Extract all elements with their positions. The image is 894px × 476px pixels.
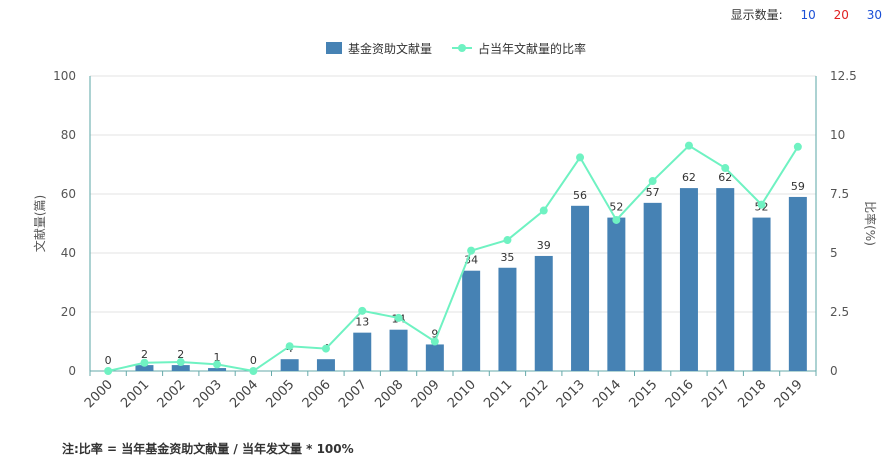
bar-data-label: 57 xyxy=(646,186,660,199)
ratio-point xyxy=(140,358,149,367)
x-tick-label: 2003 xyxy=(191,377,225,411)
display-count-label: 显示数量: xyxy=(730,8,783,22)
bar-data-label: 56 xyxy=(573,189,587,202)
bar xyxy=(171,365,190,371)
x-tick-label: 2001 xyxy=(118,377,152,411)
bar xyxy=(316,359,335,371)
ratio-point xyxy=(757,200,766,209)
legend-bar-label: 基金资助文献量 xyxy=(348,41,432,56)
x-tick-label: 2015 xyxy=(626,377,660,411)
legend-line-marker xyxy=(458,44,466,52)
x-tick-label: 2006 xyxy=(300,377,334,411)
bar xyxy=(571,205,590,371)
x-tick-label: 2007 xyxy=(336,377,370,411)
ratio-point xyxy=(648,177,657,186)
x-tick-label: 2018 xyxy=(735,377,769,411)
y-right-tick-label: 7.5 xyxy=(830,187,849,201)
display-count-selector: 显示数量: 10 20 30 xyxy=(731,6,882,23)
y-right-tick-label: 5 xyxy=(830,246,838,260)
display-count-option-10[interactable]: 10 xyxy=(800,8,816,22)
ratio-point xyxy=(612,215,621,224)
x-tick-label: 2011 xyxy=(481,377,515,411)
ratio-line xyxy=(107,144,799,373)
legend-line-label: 占当年文献量的比率 xyxy=(478,41,586,56)
bar xyxy=(679,188,698,371)
bar xyxy=(498,267,517,371)
ratio-point xyxy=(249,367,258,375)
bar-data-label: 0 xyxy=(105,354,112,367)
y-left-tick-label: 40 xyxy=(61,246,76,260)
ratio-point xyxy=(721,164,730,173)
y-right-tick-label: 10 xyxy=(830,128,845,142)
legend-bar-swatch xyxy=(326,42,342,54)
bar xyxy=(643,202,662,371)
x-tick-label: 2004 xyxy=(227,377,261,411)
bar xyxy=(389,329,408,371)
x-tick-label: 2000 xyxy=(82,377,116,411)
bar-data-label: 52 xyxy=(609,201,623,214)
ratio-point xyxy=(793,142,802,151)
y-left-tick-label: 80 xyxy=(61,128,76,142)
ratio-point xyxy=(684,141,693,150)
ratio-point xyxy=(321,344,330,353)
bar xyxy=(462,270,481,371)
footnote: 注:比率 = 当年基金资助文献量 / 当年发文量 * 100% xyxy=(62,442,354,456)
x-tick-label: 2019 xyxy=(772,377,806,411)
y-right-axis-title: 比率(%) xyxy=(863,201,878,246)
y-left-tick-label: 20 xyxy=(61,305,76,319)
x-tick-label: 2002 xyxy=(155,377,189,411)
y-left-tick-label: 100 xyxy=(53,69,76,83)
bar xyxy=(208,368,227,371)
y-right-tick-label: 2.5 xyxy=(830,305,849,319)
bar xyxy=(135,365,154,371)
bar-data-label: 35 xyxy=(500,251,514,264)
x-tick-label: 2014 xyxy=(590,377,624,411)
x-tick-label: 2017 xyxy=(699,377,733,411)
y-left-tick-label: 60 xyxy=(61,187,76,201)
bar-data-label: 59 xyxy=(791,180,805,193)
ratio-point xyxy=(213,360,222,369)
bar-data-label: 2 xyxy=(177,348,184,361)
bar-data-label: 9 xyxy=(431,327,438,340)
bar xyxy=(425,344,444,371)
display-count-option-20[interactable]: 20 xyxy=(833,8,849,22)
bar-data-label: 62 xyxy=(682,171,696,184)
bar-data-label: 62 xyxy=(718,171,732,184)
ratio-point xyxy=(503,236,512,245)
bar xyxy=(716,188,735,371)
bar-data-label: 0 xyxy=(250,354,257,367)
y-left-axis-title: 文献量(篇) xyxy=(32,195,47,252)
ratio-point xyxy=(430,337,439,346)
ratio-point xyxy=(285,342,294,351)
bar-data-label: 2 xyxy=(141,348,148,361)
bar xyxy=(280,359,299,371)
x-tick-label: 2012 xyxy=(518,377,552,411)
bar xyxy=(534,255,553,371)
ratio-point xyxy=(104,367,113,375)
ratio-point xyxy=(539,206,548,215)
bar xyxy=(788,196,807,371)
bar xyxy=(353,332,372,371)
x-tick-label: 2013 xyxy=(554,377,588,411)
bar xyxy=(752,217,771,371)
bar xyxy=(607,217,626,371)
ratio-point xyxy=(394,313,403,322)
x-tick-label: 2008 xyxy=(372,377,406,411)
y-right-tick-label: 12.5 xyxy=(830,69,857,83)
x-tick-label: 2010 xyxy=(445,377,479,411)
y-right-tick-label: 0 xyxy=(830,364,838,378)
bar-data-label: 1 xyxy=(214,351,221,364)
ratio-point xyxy=(358,306,367,315)
ratio-point xyxy=(467,246,476,255)
bar-data-label: 39 xyxy=(537,239,551,252)
x-tick-label: 2016 xyxy=(663,377,697,411)
y-left-tick-label: 0 xyxy=(68,364,76,378)
x-tick-label: 2009 xyxy=(409,377,443,411)
bar-data-label: 13 xyxy=(355,316,369,329)
ratio-point xyxy=(576,153,585,162)
ratio-point xyxy=(176,358,185,367)
x-tick-label: 2005 xyxy=(263,377,297,411)
display-count-option-30[interactable]: 30 xyxy=(866,8,882,22)
